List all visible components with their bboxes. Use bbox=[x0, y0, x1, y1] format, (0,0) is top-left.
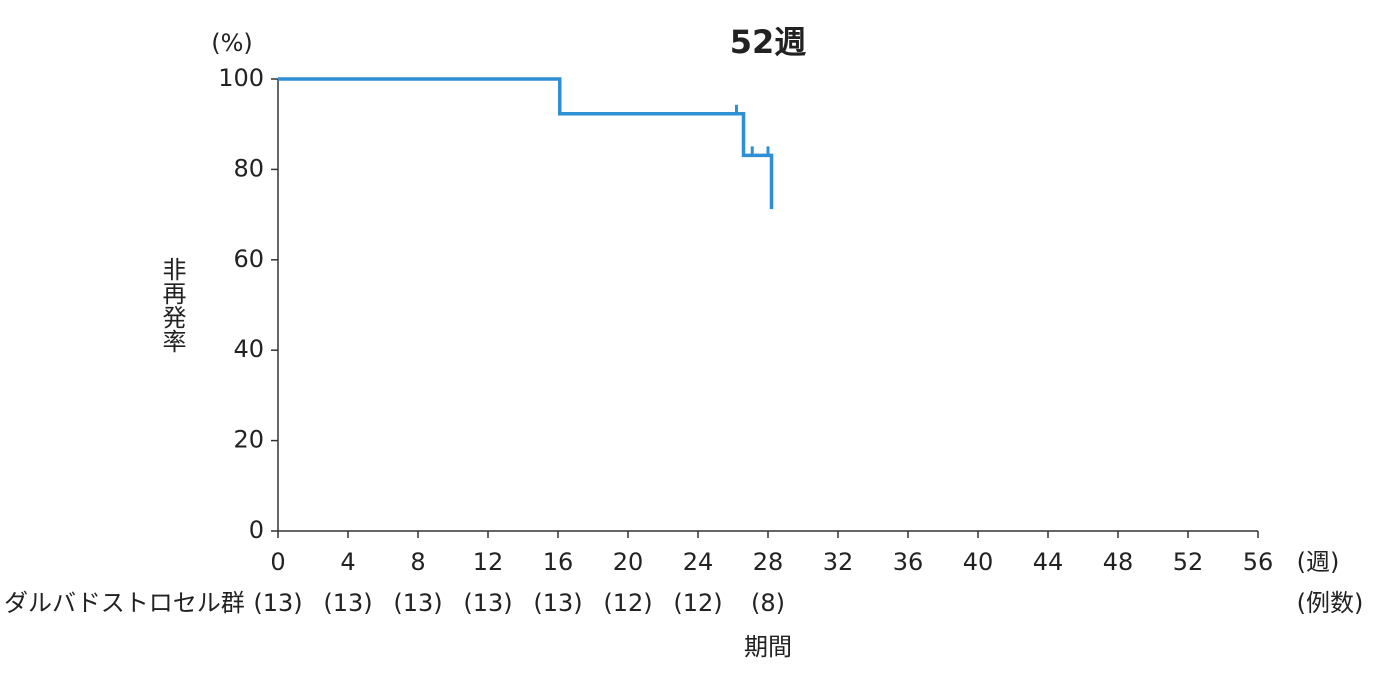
y-tick-label: 40 bbox=[233, 335, 264, 363]
at-risk-count: (12) bbox=[673, 589, 722, 617]
x-tick-label: 32 bbox=[823, 548, 854, 576]
x-tick-label: 16 bbox=[543, 548, 574, 576]
x-tick-label: 56 bbox=[1243, 548, 1274, 576]
x-tick-label: 52 bbox=[1173, 548, 1204, 576]
at-risk-count: (8) bbox=[751, 589, 785, 617]
at-risk-count: (12) bbox=[603, 589, 652, 617]
y-tick-label: 0 bbox=[249, 516, 264, 544]
x-tick-label: 44 bbox=[1033, 548, 1064, 576]
survival-line bbox=[278, 77, 774, 210]
y-tick-label: 20 bbox=[233, 426, 264, 454]
x-tick-label: 0 bbox=[270, 548, 285, 576]
x-unit: (週) bbox=[1297, 548, 1340, 576]
y-tick-label: 80 bbox=[233, 154, 264, 182]
chart-title: 52週 bbox=[730, 23, 807, 61]
x-tick-label: 24 bbox=[683, 548, 714, 576]
at-risk-count: (13) bbox=[533, 589, 582, 617]
x-tick-label: 28 bbox=[753, 548, 784, 576]
x-tick-label: 4 bbox=[340, 548, 355, 576]
at-risk-count: (13) bbox=[253, 589, 302, 617]
at-risk-unit: (例数) bbox=[1297, 589, 1364, 617]
x-tick-label: 12 bbox=[473, 548, 504, 576]
at-risk-count: (13) bbox=[463, 589, 512, 617]
x-tick-label: 48 bbox=[1103, 548, 1134, 576]
x-tick-label: 8 bbox=[410, 548, 425, 576]
x-tick-label: 36 bbox=[893, 548, 924, 576]
y-axis-title: 非再発率 bbox=[158, 257, 186, 353]
at-risk-label: ダルバドストロセル群 bbox=[4, 589, 245, 617]
y-unit: (%) bbox=[211, 29, 253, 57]
y-tick-label: 60 bbox=[233, 245, 264, 273]
x-axis-title: 期間 bbox=[744, 633, 792, 661]
x-tick-label: 40 bbox=[963, 548, 994, 576]
at-risk-count: (13) bbox=[323, 589, 372, 617]
y-tick-label: 100 bbox=[218, 64, 264, 92]
at-risk-count: (13) bbox=[393, 589, 442, 617]
x-tick-label: 20 bbox=[613, 548, 644, 576]
